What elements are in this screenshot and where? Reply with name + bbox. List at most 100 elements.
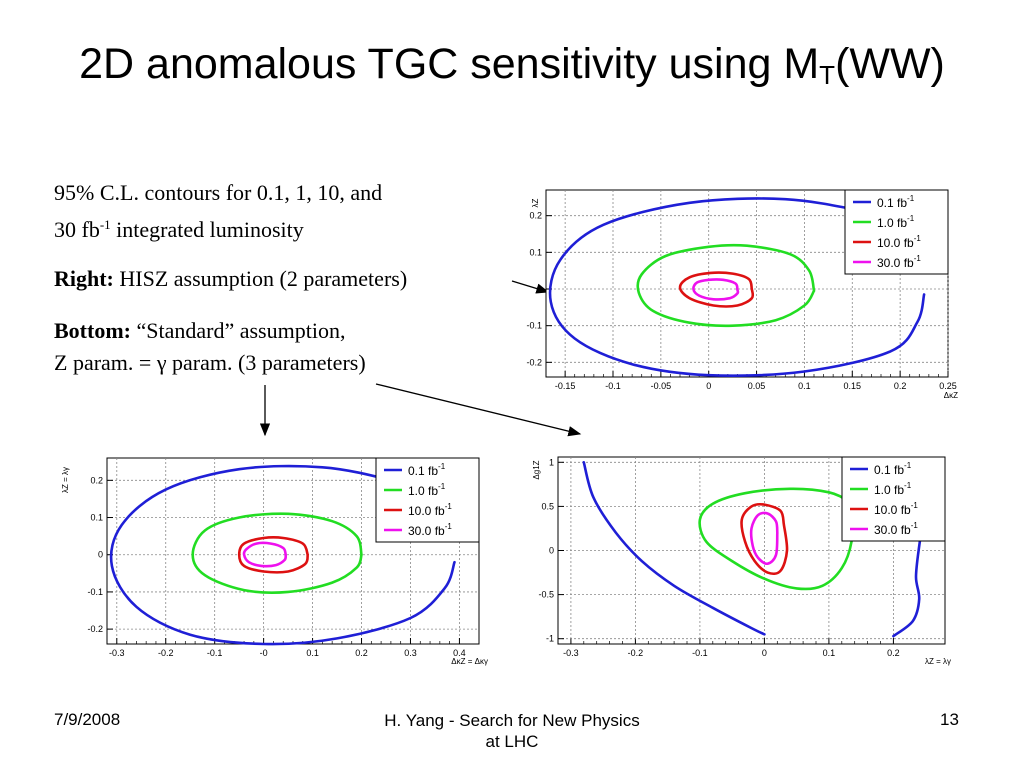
legend-box <box>375 457 480 543</box>
arrow-to-right-plot <box>511 280 550 294</box>
x-tick-label: -0.3 <box>109 648 125 658</box>
x-tick-label: 0.15 <box>844 381 862 391</box>
legend-box <box>841 456 946 542</box>
x-tick-label: 0 <box>706 381 711 391</box>
y-tick-label: 0.1 <box>90 513 103 523</box>
bottom-description-line2: Z param. = γ param. (3 parameters) <box>54 350 366 375</box>
x-tick-label: 0.4 <box>453 648 466 658</box>
contour-10fb1 <box>191 512 363 594</box>
x-tick-label: 0.1 <box>798 381 811 391</box>
legend-label: 1.0 fb-1 <box>874 481 912 497</box>
x-tick-label: 0 <box>762 648 767 658</box>
contour-10fb1 <box>636 243 816 328</box>
legend-box <box>844 189 949 275</box>
x-tick-label: -0.15 <box>555 381 576 391</box>
footer-title-line1: H. Yang - Search for New Physics <box>384 711 640 730</box>
contour-100fb1 <box>740 502 789 576</box>
x-tick-label: 0.1 <box>823 648 836 658</box>
footer-title-line2: at LHC <box>485 732 539 751</box>
x-tick-label: 0.2 <box>894 381 907 391</box>
footer-date: 7/9/2008 <box>54 710 121 729</box>
legend-superscript: -1 <box>907 214 915 223</box>
right-description: Right: HISZ assumption (2 parameters) <box>54 266 408 291</box>
contour-100fb1 <box>237 536 309 574</box>
y-axis-label: λZ <box>531 198 540 207</box>
description-line1: 95% C.L. contours for 0.1, 1, 10, and <box>54 180 383 205</box>
legend-superscript: -1 <box>914 254 922 263</box>
x-tick-label: -0.1 <box>692 648 708 658</box>
x-tick-label: -0.2 <box>628 648 644 658</box>
legend-superscript: -1 <box>907 194 915 203</box>
y-tick-label: -0.1 <box>526 321 542 331</box>
y-axis-label: λZ = λγ <box>61 467 70 493</box>
contour-300fb1 <box>692 278 740 301</box>
x-tick-label: -0.1 <box>605 381 621 391</box>
description-line2: 30 fb-1 integrated luminosity <box>54 217 304 242</box>
x-tick-label: 0.05 <box>748 381 766 391</box>
x-tick-label: -0 <box>260 648 268 658</box>
x-axis-label: ΔκZ = Δκγ <box>451 657 488 666</box>
legend-label: 0.1 fb-1 <box>408 462 446 478</box>
legend-superscript: -1 <box>911 521 919 530</box>
x-axis-label: ΔκZ <box>944 391 958 400</box>
y-tick-label: 0.1 <box>529 247 542 257</box>
legend-superscript: -1 <box>904 481 912 490</box>
legend-label: 1.0 fb-1 <box>408 482 446 498</box>
legend-superscript: -1 <box>445 522 453 531</box>
legend-superscript: -1 <box>438 482 446 491</box>
x-tick-label: 0.2 <box>355 648 368 658</box>
x-tick-label: 0.25 <box>939 381 957 391</box>
legend-label: 10.0 fb-1 <box>877 234 921 250</box>
chart-bottom-right: -0.3 -0.2 -0.1 0 0.1 0.2 -1 -0.5 0 0.5 1 0.1 fb-1 1.… <box>532 456 951 666</box>
y-tick-label: 1 <box>549 457 554 467</box>
x-tick-label: -0.2 <box>158 648 174 658</box>
y-tick-label: 0.2 <box>529 211 542 221</box>
x-tick-label: 0.1 <box>306 648 319 658</box>
contour-01fb1 <box>109 464 456 646</box>
legend-label: 0.1 fb-1 <box>874 461 912 477</box>
legend-label: 30.0 fb-1 <box>874 521 918 537</box>
legend-label: 10.0 fb-1 <box>408 502 452 518</box>
y-tick-label: -0.2 <box>87 624 103 634</box>
contour-01fb1 <box>582 461 766 636</box>
x-tick-label: -0.05 <box>651 381 672 391</box>
x-tick-label: 0.2 <box>887 648 900 658</box>
legend-superscript: -1 <box>438 462 446 471</box>
y-tick-label: 0.5 <box>541 501 554 511</box>
y-tick-label: -0.5 <box>538 590 554 600</box>
legend-label: 30.0 fb-1 <box>408 522 452 538</box>
legend-label: 30.0 fb-1 <box>877 254 921 270</box>
y-tick-label: 0 <box>549 546 554 556</box>
y-axis-label: Δg1Z <box>532 460 541 479</box>
contour-blue-segment <box>892 533 923 638</box>
footer-center: H. Yang - Search for New Physics at LHC <box>332 710 692 752</box>
bottom-description: Bottom: “Standard” assumption, <box>54 318 346 343</box>
footer-page-number: 13 <box>940 710 959 729</box>
legend-label: 10.0 fb-1 <box>874 501 918 517</box>
y-tick-label: -0.1 <box>87 587 103 597</box>
contour-300fb1 <box>749 511 779 566</box>
legend-label: 1.0 fb-1 <box>877 214 915 230</box>
contour-10fb1 <box>698 487 854 591</box>
x-tick-label: -0.3 <box>563 648 579 658</box>
y-tick-label: 0.2 <box>90 475 103 485</box>
y-tick-label: -0.2 <box>526 357 542 367</box>
arrow-to-bottom-right-plot <box>375 383 582 437</box>
x-tick-label: -0.1 <box>207 648 223 658</box>
contour-300fb1 <box>242 541 288 568</box>
x-axis-label: λZ = λγ <box>925 657 951 666</box>
contour-01fb1 <box>548 197 926 377</box>
legend-label: 0.1 fb-1 <box>877 194 915 210</box>
contour-100fb1 <box>678 271 755 308</box>
y-tick-label: -1 <box>546 634 554 644</box>
legend-superscript: -1 <box>911 501 919 510</box>
slide-title: 2D anomalous TGC sensitivity using MT(WW… <box>79 40 945 90</box>
x-tick-label: 0.3 <box>404 648 417 658</box>
y-tick-label: 0 <box>98 550 103 560</box>
chart-right: -0.15 -0.1 -0.05 0 0.05 0.1 0.15 0.2 0.25 -0.2 -0.… <box>526 189 958 400</box>
legend-superscript: -1 <box>904 461 912 470</box>
legend-superscript: -1 <box>914 234 922 243</box>
y-tick-label: 0 <box>537 284 542 294</box>
